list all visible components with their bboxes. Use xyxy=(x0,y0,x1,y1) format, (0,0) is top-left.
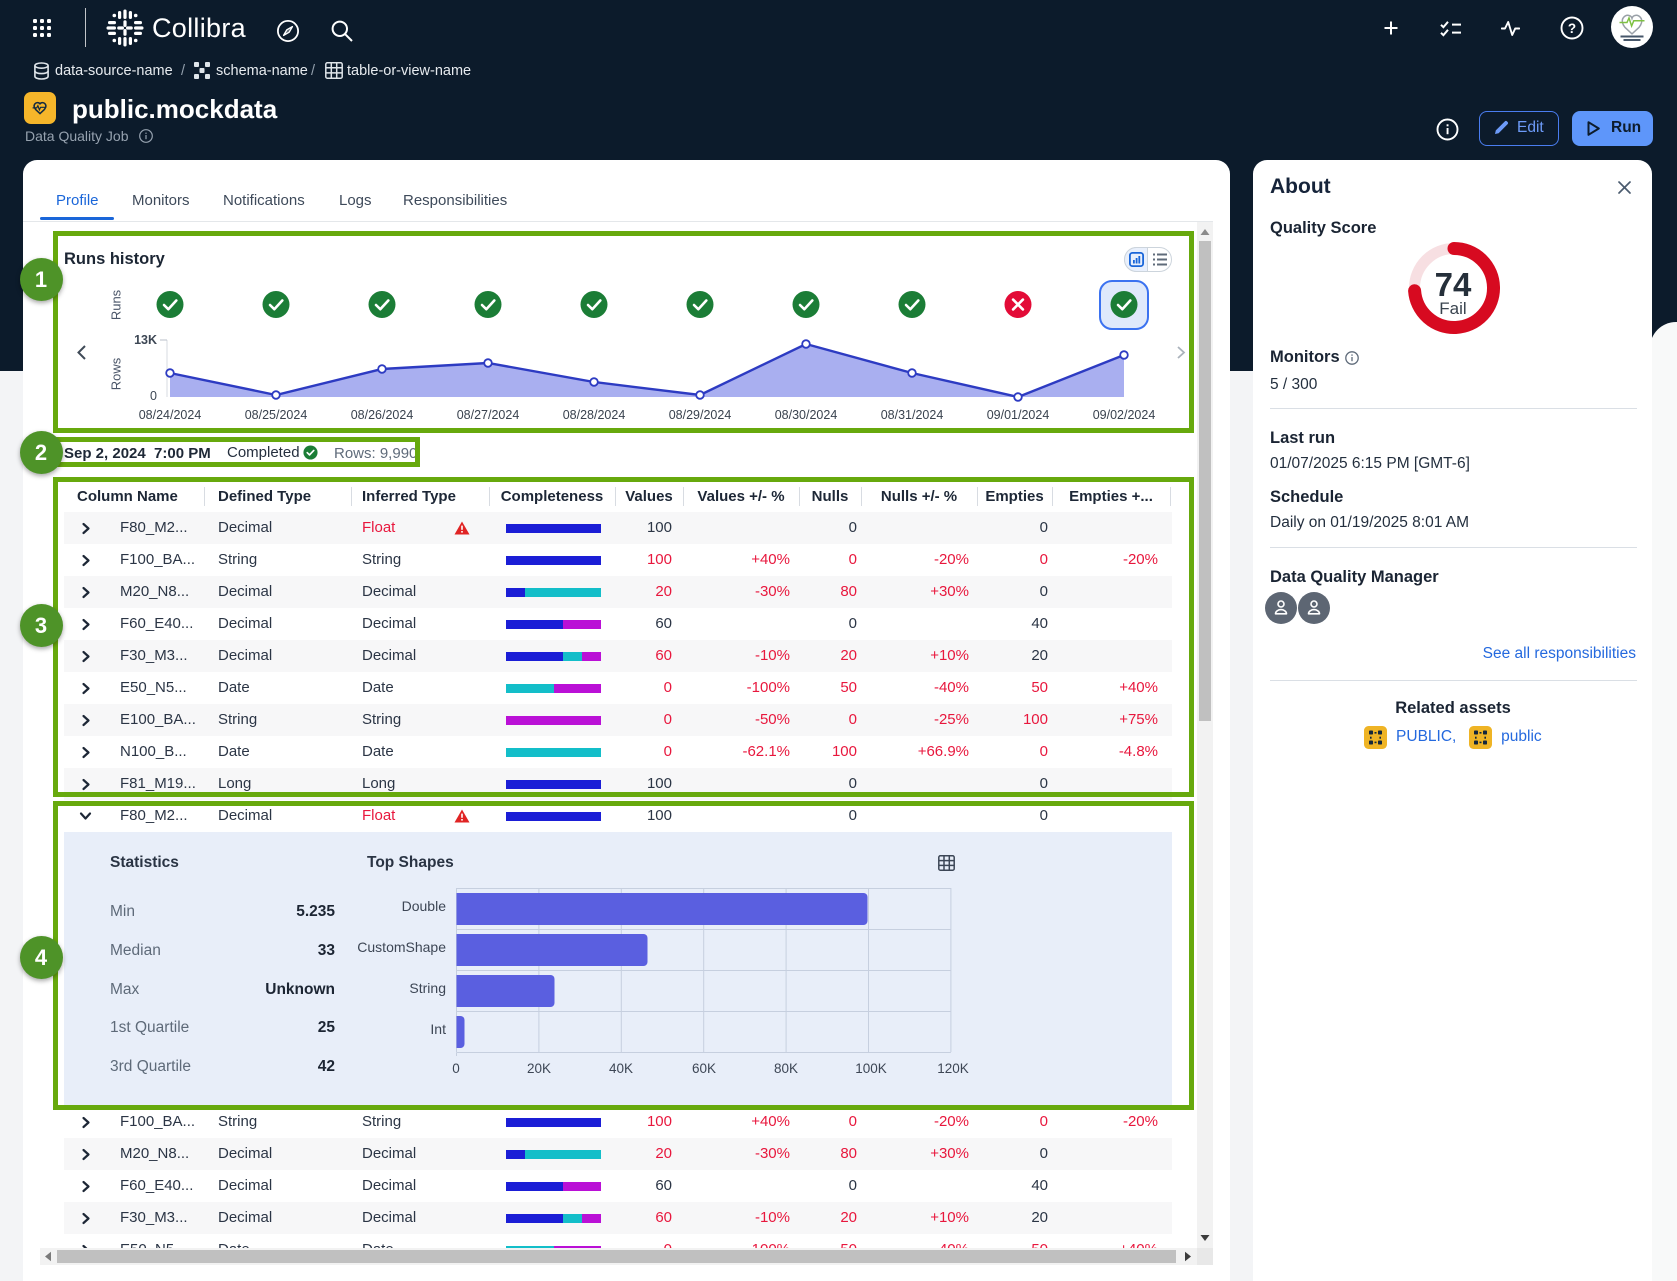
svg-text:?: ? xyxy=(1568,21,1576,36)
